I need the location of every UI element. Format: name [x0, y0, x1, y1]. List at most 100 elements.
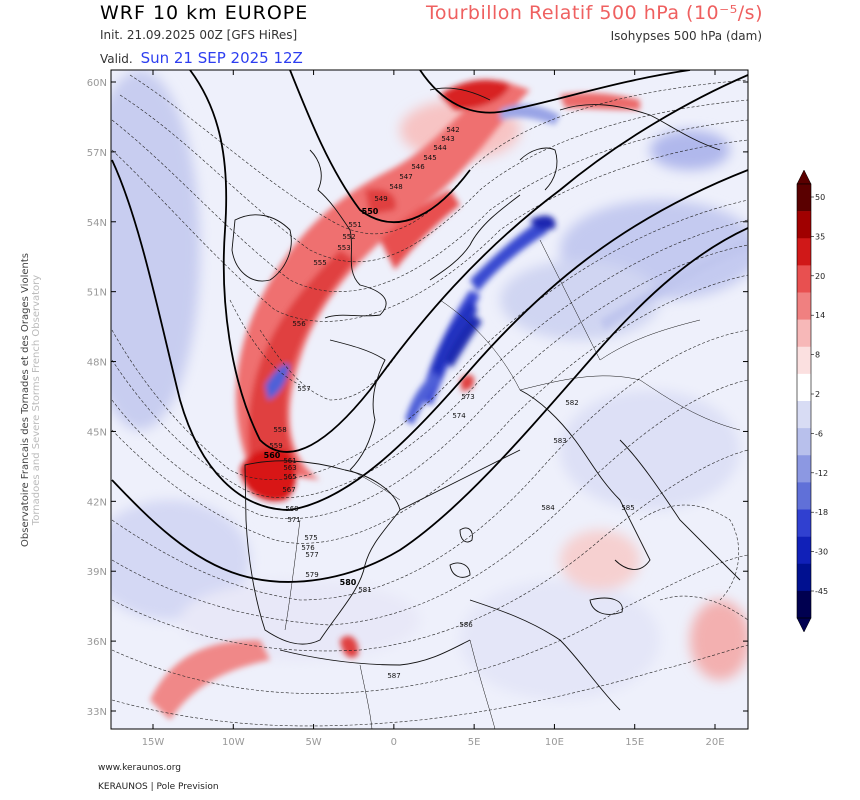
france-spain-border [349, 469, 401, 501]
isohypse-label: 547 [399, 173, 412, 181]
colorbar-segment [797, 455, 811, 483]
norway-coast [429, 87, 491, 101]
valid-date: Sun 21 SEP 2025 12Z [140, 49, 303, 67]
isohypse-label: 580 [340, 578, 357, 587]
isohypse-label: 543 [441, 135, 454, 143]
north-africa-coast-west [279, 639, 471, 666]
isohypse-label: 573 [461, 393, 474, 401]
isohypse-label: 545 [423, 154, 436, 162]
field-title: Tourbillon Relatif 500 hPa (10⁻⁵/s) [426, 2, 763, 24]
isohypse-label: 571 [287, 516, 300, 524]
baltic-coast [559, 104, 721, 151]
benelux-coast [429, 194, 521, 281]
isohypse-label: 552 [342, 233, 355, 241]
spain-portugal-border [284, 519, 301, 631]
isohypse-label: 586 [459, 621, 473, 629]
colorbar-segment [797, 509, 811, 537]
lat-tick-label: 57N [87, 148, 107, 159]
lon-tick-label: 20E [705, 737, 724, 748]
isohypse-label: 561 [283, 457, 296, 465]
corsica-coast [459, 527, 473, 543]
balkans-border [639, 379, 741, 431]
colorbar-segment [797, 265, 811, 293]
lon-tick-label: 5E [468, 737, 481, 748]
isohypse-bold [111, 70, 748, 583]
colorbar-segment [797, 536, 811, 565]
isohypse-label: 551 [348, 221, 361, 229]
footer-website: www.keraunos.org [98, 763, 181, 773]
colorbar-label: 35 [815, 232, 825, 241]
isohypse-label: 583 [553, 437, 566, 445]
map-frame [110, 69, 749, 730]
colorbar-segment [797, 563, 811, 592]
isohypse-label: 563 [283, 464, 296, 472]
lat-tick-label: 51N [87, 288, 107, 299]
isohypse-label: 560 [264, 451, 281, 460]
isohypse-label: 550 [362, 207, 379, 216]
colorbar-segment [797, 428, 811, 456]
isohypse-label: 575 [304, 534, 317, 542]
lat-tick-label: 42N [87, 497, 107, 508]
valid-line: Valid. Sun 21 SEP 2025 12Z [100, 49, 303, 67]
colorbar-segment [797, 401, 811, 429]
isohypse-dashed [111, 74, 748, 727]
init-line: Init. 21.09.2025 00Z [GFS HiRes] [100, 28, 297, 42]
lon-tick-label: 10W [222, 737, 245, 748]
isohypse-label: 574 [452, 412, 466, 420]
colorbar-label: -45 [815, 587, 828, 596]
great-britain-coast [309, 149, 387, 319]
colorbar-label: 20 [815, 272, 825, 281]
isohypse-label: 558 [273, 426, 286, 434]
colorbar-label: 8 [815, 351, 820, 360]
colorbar-label: 2 [815, 390, 820, 399]
vorticity-field [111, 70, 748, 720]
central-europe-border [599, 319, 701, 361]
isohypse-label: 567 [282, 486, 295, 494]
isohypse-label: 584 [541, 504, 555, 512]
morocco-algeria-border [359, 664, 373, 729]
colorbar-segment [797, 346, 811, 375]
isohypse-label: 581 [358, 586, 371, 594]
iberia-coast [244, 460, 401, 645]
colorbar-segment [797, 590, 811, 619]
colorbar-segment [797, 292, 811, 320]
isohypse-label: 549 [374, 195, 387, 203]
colorbar: 50 35 20 14 8 2 -6 -12 -18 -30 -45 [796, 169, 828, 633]
valid-label: Valid. [100, 52, 133, 66]
denmark-coast [519, 147, 558, 191]
lon-tick-label: 10E [545, 737, 564, 748]
lon-tick-label: 0 [391, 737, 397, 748]
algeria-tunisia-border [469, 639, 496, 729]
lat-tick-label: 60N [87, 78, 107, 89]
colorbar-label: 14 [815, 311, 825, 320]
colorbar-segment [797, 238, 811, 266]
isohypse-labels: 5425435445455465475485495505515525535555… [264, 126, 635, 680]
italy-coast [519, 389, 651, 570]
colorbar-label: -18 [815, 508, 828, 517]
lat-tick-label: 33N [87, 707, 107, 718]
isohypse-label: 587 [387, 672, 400, 680]
coastlines [231, 87, 741, 711]
isohypse-label: 582 [565, 399, 578, 407]
isohypse-label: 585 [621, 504, 634, 512]
isohypse-label: 569 [285, 505, 298, 513]
init-label: Init. [100, 28, 123, 42]
colorbar-top-arrow [796, 169, 812, 185]
map-plot-area: 5425435445455465475485495505515525535555… [111, 70, 748, 729]
colorbar-segment [797, 373, 811, 402]
isohypse-label: 557 [297, 385, 310, 393]
model-title: WRF 10 km EUROPE [100, 2, 309, 24]
isohypse-label: 542 [446, 126, 459, 134]
north-africa-coast-east [469, 599, 621, 711]
france-germany-border [439, 299, 521, 391]
sicily-coast [589, 597, 623, 615]
isohypse-label: 579 [305, 571, 318, 579]
isohypse-label: 555 [313, 259, 326, 267]
lon-tick-label: 15W [142, 737, 165, 748]
colorbar-segment [797, 184, 811, 212]
isohypse-label: 559 [269, 442, 282, 450]
lon-tick-label: 15E [625, 737, 644, 748]
field-subtitle: Isohypses 500 hPa (dam) [610, 29, 762, 43]
isohypse-label: 576 [301, 544, 315, 552]
isohypse-label: 556 [292, 320, 306, 328]
